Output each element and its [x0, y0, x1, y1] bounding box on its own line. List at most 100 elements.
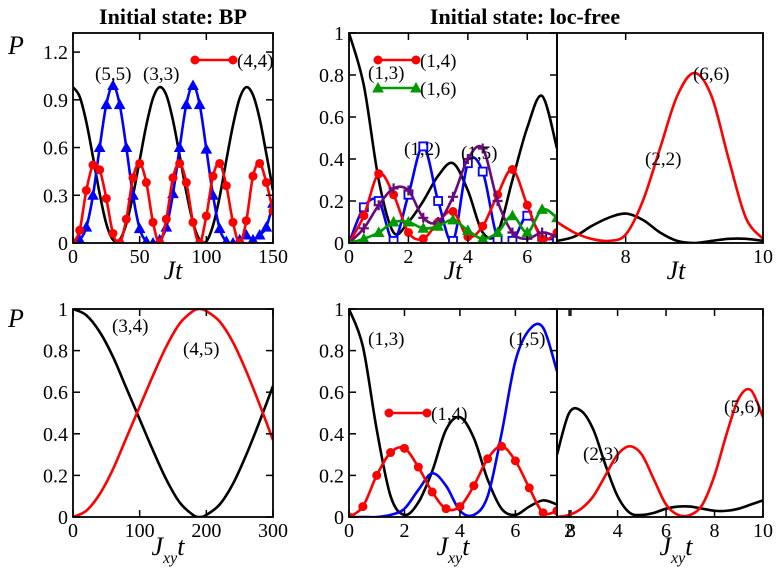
plot-frame [556, 308, 764, 518]
point-1-4 [359, 211, 369, 221]
point-4-4 [221, 181, 231, 191]
point-4-4 [81, 186, 91, 195]
point-1-2 [552, 233, 557, 243]
point-4-4 [73, 238, 78, 243]
x-tick-label: 6 [510, 520, 520, 542]
point-1-6 [447, 213, 459, 225]
annotation-6-6: (6,6) [693, 64, 729, 85]
point-5-5 [93, 141, 106, 153]
legend-label: (1,4) [420, 51, 456, 72]
series-line-6-6 [557, 71, 763, 243]
point-1-6 [506, 209, 519, 221]
x-tick-label: 50 [130, 246, 150, 268]
point-1-5 [373, 200, 384, 211]
panel-locfree-bottom-left: 0 2 4 6 8 0 0.2 0.4 0.6 0.8 1 (1,3) (1,5) (1,4) [319, 299, 576, 542]
point-1-4 [478, 221, 488, 231]
point-1-6 [387, 215, 400, 227]
legend-label: (4,4) [237, 51, 273, 72]
point-1-5 [537, 227, 548, 238]
point-5-5 [200, 143, 213, 154]
point-4-4 [155, 238, 165, 243]
point-1-4 [372, 470, 382, 480]
y-tick-label: 0.6 [319, 382, 344, 404]
annotation-3-4: (3,4) [112, 316, 148, 337]
y-tick-label: 1 [334, 23, 344, 45]
point-5-5 [142, 235, 151, 243]
point-1-4 [411, 55, 421, 65]
point-4-4 [128, 173, 138, 183]
point-5-5 [187, 79, 199, 90]
annotation-2-2: (2,2) [645, 149, 681, 170]
svg-text:Jt: Jt [444, 256, 464, 285]
annotation-2-3: (2,3) [583, 444, 619, 465]
annotation-5-5: (5,5) [95, 64, 131, 85]
series-group [73, 79, 273, 243]
point-5-5 [253, 229, 266, 240]
point-1-6 [410, 81, 422, 93]
point-1-4 [413, 462, 423, 472]
y-tick-label: 0.3 [43, 185, 68, 207]
y-tick-label: 0 [58, 507, 68, 529]
point-4-4 [95, 165, 105, 175]
y-tick-label: 0.8 [319, 65, 344, 87]
y-tick-label: 0.8 [43, 341, 68, 363]
x-tick-label: 6 [661, 520, 671, 542]
point-1-6 [417, 222, 430, 233]
point-1-4 [373, 55, 383, 65]
point-4-4 [148, 217, 158, 227]
y-tick-label: 0.4 [319, 149, 344, 171]
point-4-4 [75, 225, 85, 235]
point-1-4 [455, 502, 465, 512]
legend-entry-4-4: (4,4) [190, 51, 273, 72]
point-4-4 [228, 217, 238, 227]
point-5-5 [87, 189, 99, 200]
x-tick-label: 10 [753, 246, 773, 268]
x-tick-label: 4 [463, 246, 473, 268]
point-1-5 [462, 154, 473, 164]
annotation-1-3: (1,3) [368, 329, 404, 350]
point-4-4 [235, 238, 245, 243]
x-tick-label: 8 [621, 246, 631, 268]
y-tick-label: 0.8 [319, 341, 344, 363]
annotation-5-6: (5,6) [724, 397, 760, 418]
plot-frame [72, 32, 274, 244]
legend-entry-1-4: (1,4) [373, 51, 456, 72]
legend-label: (1,4) [431, 404, 467, 425]
x-tick-label: 8 [710, 520, 720, 542]
legend-label: (1,6) [420, 79, 456, 100]
point-1-4 [469, 481, 479, 491]
point-4-4 [195, 238, 205, 243]
y-tick-label: 0.2 [43, 465, 68, 487]
y-tick-label: 1.2 [43, 42, 68, 64]
point-4-4 [228, 55, 238, 65]
svg-text:Jxyt: Jxyt [152, 532, 186, 567]
annotation-1-5: (1,5) [461, 143, 497, 164]
x-tick-label: 0 [344, 520, 354, 542]
y-tick-label: 0 [334, 507, 344, 529]
point-4-4 [175, 158, 185, 168]
point-1-6 [536, 203, 548, 214]
point-1-2 [448, 235, 458, 243]
legend-entry-1-6: (1,6) [372, 79, 456, 100]
point-5-5 [180, 98, 193, 110]
point-1-6 [551, 211, 557, 223]
point-4-4 [108, 228, 118, 238]
point-4-4 [208, 171, 218, 181]
x-tick-label: 2 [403, 246, 413, 268]
series-line-3-4 [73, 309, 273, 517]
point-4-4 [188, 217, 198, 227]
panel-bp-top: 0 50 100 150 0 0.3 0.6 0.9 1.2 (5,5) (3,3) (4,4) [43, 32, 288, 268]
point-1-4 [422, 408, 432, 418]
series-line-4-5 [73, 309, 273, 517]
y-tick-label: 0.4 [319, 424, 344, 446]
point-5-5 [100, 98, 113, 110]
x-label-p2: Jt [667, 256, 687, 285]
point-1-2 [388, 235, 399, 243]
x-tick-label: 4 [613, 520, 623, 542]
point-5-5 [222, 235, 231, 243]
series-line-2-2 [557, 212, 763, 243]
x-label-p0: Jt [164, 256, 184, 285]
panel-locfree-top-left: 0 2 4 6 0 0.2 0.4 0.6 0.8 1 (1,3) (1,2) (1,5) (1,4) (1… [319, 23, 558, 268]
series-group [557, 387, 763, 517]
